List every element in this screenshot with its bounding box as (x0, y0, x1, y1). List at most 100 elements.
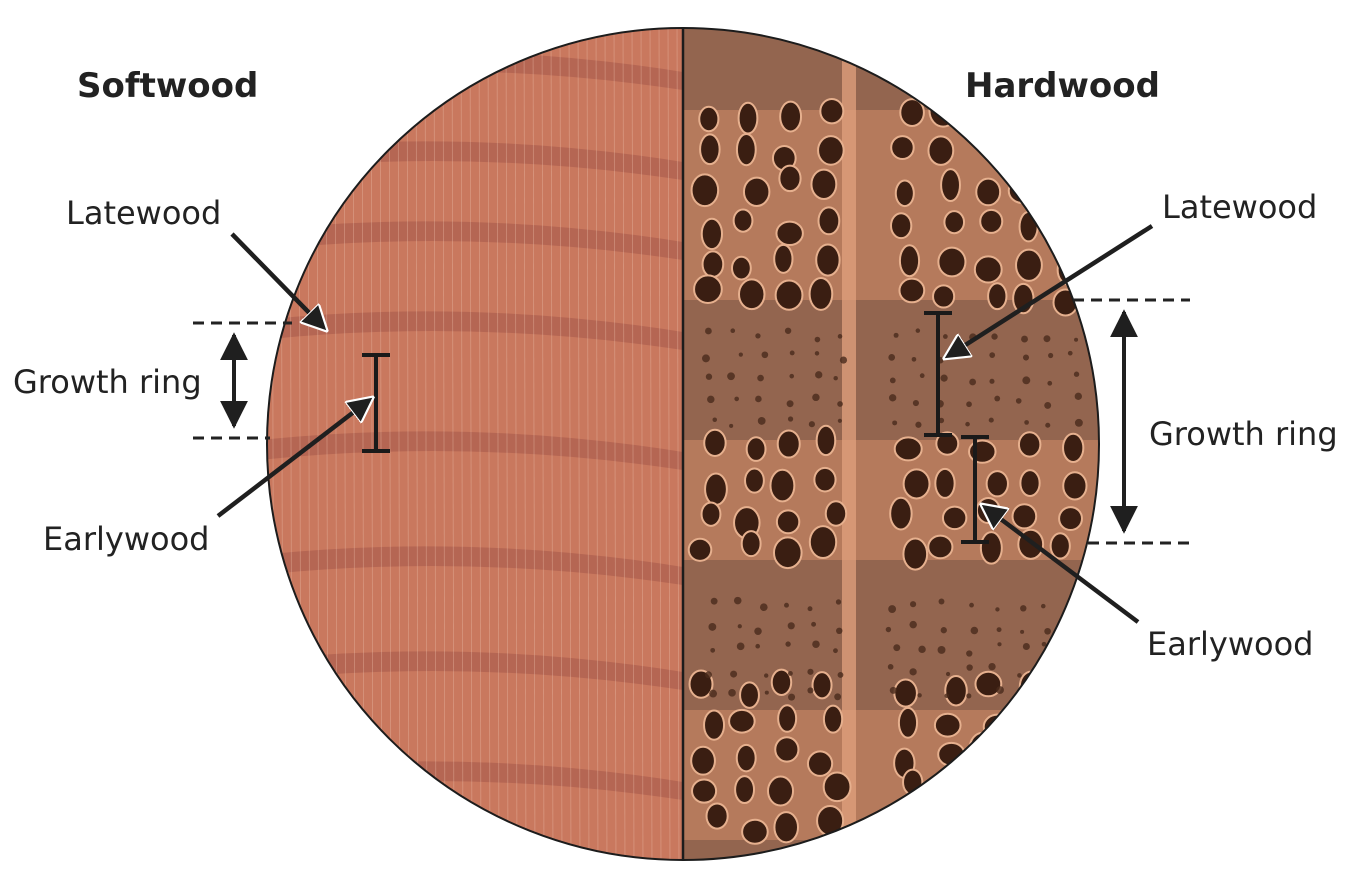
vessel-pore (979, 208, 1004, 234)
latewood-pore (994, 395, 1001, 402)
hardwood-earlywood-label: Earlywood (1147, 625, 1313, 663)
latewood-pore (961, 350, 969, 358)
latewood-pore (807, 606, 813, 612)
latewood-pore (1020, 629, 1025, 634)
vessel-pore (766, 775, 795, 807)
latewood-pore (969, 378, 977, 386)
vessel-pore (701, 250, 725, 279)
latewood-pore (811, 621, 817, 627)
latewood-pore (1022, 376, 1031, 385)
latewood-pore (1022, 642, 1030, 650)
latewood-pore (734, 396, 740, 402)
vessel-pore (901, 812, 929, 843)
vessel-pore (899, 98, 925, 127)
latewood-pore (1047, 380, 1053, 386)
latewood-pore (757, 417, 766, 425)
latewood-pore (888, 605, 897, 613)
vessel-pore (976, 810, 1001, 836)
latewood-pore (755, 395, 762, 403)
latewood-pore (833, 375, 838, 381)
latewood-pore (709, 689, 718, 698)
latewood-pore (915, 328, 921, 333)
latewood-pore (1043, 335, 1051, 343)
latewood-pore (893, 644, 901, 652)
vessel-pore (890, 212, 913, 240)
latewood-pore (995, 607, 1000, 612)
softwood-growth-ring-marker (193, 321, 292, 440)
softwood-heading: Softwood (77, 66, 258, 106)
vessel-pore (927, 135, 955, 166)
vessel-pore (813, 466, 837, 493)
vessel-pore (1018, 773, 1047, 801)
latewood-pore (812, 393, 820, 402)
vessel-pore (770, 668, 793, 696)
hardwood-earlywood-bracket (961, 435, 989, 544)
latewood-pore (1072, 665, 1080, 673)
vessel-pore (774, 279, 804, 311)
latewood-pore (1015, 398, 1022, 404)
softwood-ray-line (505, 28, 509, 860)
vessel-pore (810, 168, 838, 200)
latewood-pore (966, 650, 973, 657)
softwood-earlywood-label: Earlywood (43, 520, 209, 558)
vessel-pore (1058, 506, 1084, 532)
latewood-pore (807, 687, 814, 694)
vessel-pore (933, 712, 962, 738)
vessel-pore (1015, 143, 1041, 172)
vessel-pore (1062, 432, 1085, 464)
vessel-pore (817, 206, 841, 236)
latewood-pore (789, 350, 795, 356)
vessel-pore (934, 467, 956, 499)
latewood-pore (812, 640, 820, 648)
latewood-pore (909, 668, 917, 676)
softwood-ray-line (487, 28, 491, 860)
latewood-pore (761, 351, 769, 359)
latewood-pore (837, 401, 843, 407)
latewood-pore (1067, 694, 1073, 700)
latewood-pore (702, 354, 710, 363)
vessel-pore (705, 802, 729, 830)
latewood-pore (787, 622, 795, 630)
latewood-pore (808, 421, 815, 428)
vessel-pore (735, 743, 757, 773)
latewood-pore (1074, 337, 1079, 342)
vessel-pore (979, 531, 1003, 565)
latewood-pore (915, 421, 922, 428)
hardwood-heading: Hardwood (965, 66, 1160, 106)
vessel-pore (741, 818, 769, 845)
vessel-pore (700, 501, 722, 527)
softwood-ray-line (424, 28, 428, 860)
latewood-pore (1043, 693, 1050, 700)
hardwood-latewood-band (683, 840, 1099, 860)
softwood-ray-line (613, 28, 617, 860)
vessel-pore (974, 670, 1003, 698)
latewood-pore (1021, 688, 1028, 696)
latewood-pore (784, 327, 792, 334)
vessel-pore (769, 468, 796, 503)
latewood-pore (708, 623, 717, 631)
latewood-pore (836, 627, 843, 635)
vessel-pore (808, 525, 838, 560)
vessel-pore (890, 135, 915, 161)
vessel-pore (822, 771, 852, 803)
latewood-pore (1066, 618, 1073, 626)
vessel-pore (779, 100, 803, 133)
latewood-pore (730, 328, 736, 334)
vessel-pore (1063, 704, 1088, 737)
vessel-pore (968, 731, 997, 765)
latewood-pore (733, 596, 742, 605)
latewood-pore (1021, 335, 1028, 343)
vessel-pore (699, 133, 721, 166)
softwood-ray-line (667, 28, 671, 860)
vessel-pore (775, 220, 804, 247)
vessel-pore (773, 243, 794, 274)
softwood-ray-line (559, 28, 563, 860)
latewood-pore (970, 626, 979, 635)
vessel-pore (730, 255, 752, 281)
vessel-pore (698, 105, 720, 133)
hardwood-section (683, 28, 1099, 860)
softwood-ray-line (577, 28, 581, 860)
softwood-earlywood-arrow (216, 398, 372, 518)
softwood-ray-line (550, 28, 554, 860)
softwood-ray-line (496, 28, 500, 860)
